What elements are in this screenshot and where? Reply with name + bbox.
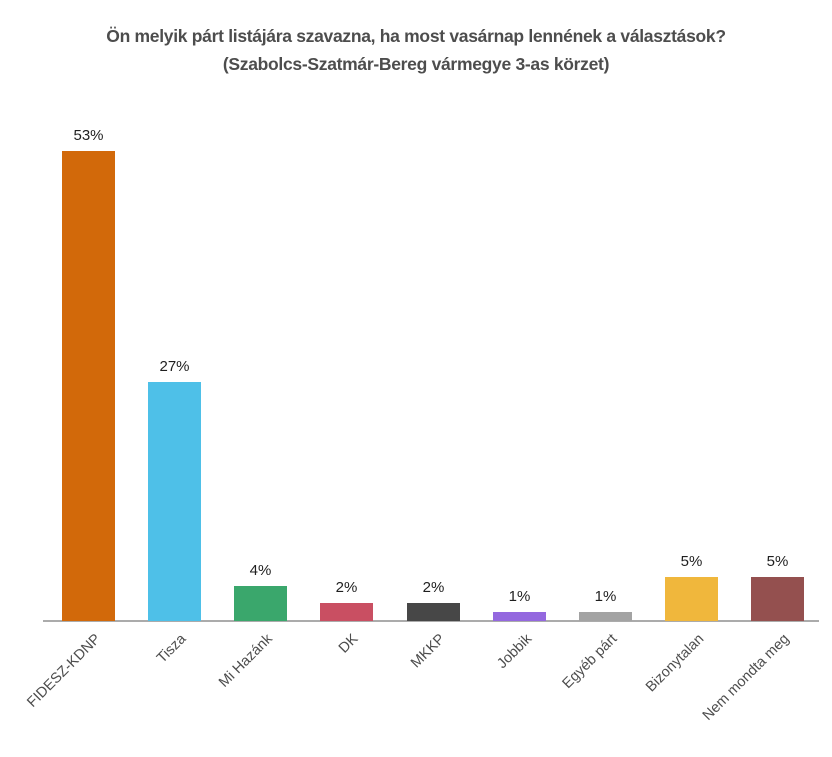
bar-tisza — [148, 382, 201, 621]
bar-nem-mondta-meg — [751, 577, 804, 621]
x-axis-label-bizonytalan: Bizonytalan — [642, 631, 707, 696]
bar-value-label-mi-haz-nk: 4% — [249, 562, 272, 579]
x-axis-label-fidesz-kdnp: FIDESZ-KDNP — [24, 631, 104, 711]
bar-fidesz-kdnp — [62, 151, 115, 621]
bar-value-label-mkkp: 2% — [422, 579, 445, 596]
bar-jobbik — [493, 612, 546, 621]
x-axis-label-dk: DK — [336, 631, 362, 657]
x-axis-label-egy-b-p-rt: Egyéb párt — [559, 631, 621, 692]
bar-value-label-tisza: 27% — [159, 358, 190, 375]
x-axis-label-nem-mondta-meg: Nem mondta meg — [700, 631, 793, 724]
bar-value-label-nem-mondta-meg: 5% — [766, 553, 789, 570]
bar-value-label-dk: 2% — [335, 579, 358, 596]
bar-mi-haz-nk — [234, 586, 287, 621]
bar-value-label-jobbik: 1% — [508, 588, 531, 605]
bar-mkkp — [407, 603, 460, 621]
bar-value-label-egy-b-p-rt: 1% — [594, 588, 617, 605]
chart-title: Ön melyik párt listájára szavazna, ha mo… — [0, 22, 832, 78]
bar-egy-b-p-rt — [579, 612, 632, 621]
chart-title-line1: Ön melyik párt listájára szavazna, ha mo… — [106, 26, 726, 46]
bar-bizonytalan — [665, 577, 718, 621]
bar-value-label-fidesz-kdnp: 53% — [73, 127, 104, 144]
x-axis-label-tisza: Tisza — [154, 631, 190, 667]
bar-dk — [320, 603, 373, 621]
bar-value-label-bizonytalan: 5% — [680, 553, 703, 570]
chart-title-line2: (Szabolcs-Szatmár-Bereg vármegye 3-as kö… — [222, 54, 610, 74]
x-axis-label-mkkp: MKKP — [408, 631, 449, 672]
x-axis-label-mi-haz-nk: Mi Hazánk — [216, 631, 276, 691]
x-axis-label-jobbik: Jobbik — [493, 631, 535, 672]
x-axis-line — [43, 620, 819, 622]
